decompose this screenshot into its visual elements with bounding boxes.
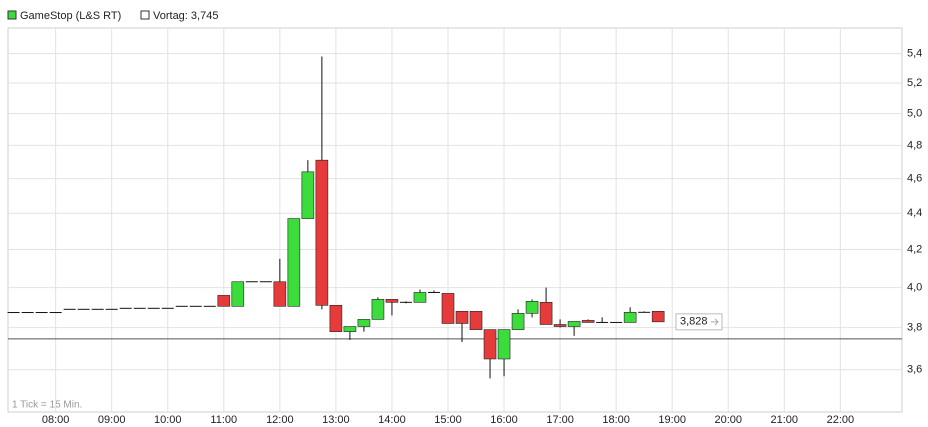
x-tick-label: 20:00 xyxy=(714,414,742,426)
x-tick-label: 19:00 xyxy=(658,414,686,426)
candle-body xyxy=(638,311,651,313)
candle-body xyxy=(469,311,483,330)
candle-body xyxy=(553,324,567,327)
candle-body xyxy=(483,329,497,360)
candle-body xyxy=(581,320,595,323)
candle-body xyxy=(21,312,34,314)
candle-body xyxy=(301,171,315,219)
y-tick-label: 5,0 xyxy=(907,107,922,119)
y-tick-label: 4,2 xyxy=(907,243,922,255)
candle-body xyxy=(119,307,132,309)
x-tick-label: 11:00 xyxy=(210,414,237,426)
candle-body xyxy=(315,159,329,306)
x-tick-label: 16:00 xyxy=(490,414,518,426)
x-tick-label: 13:00 xyxy=(322,414,350,426)
y-tick-label: 4,8 xyxy=(907,139,922,151)
candle-body xyxy=(511,313,525,330)
y-tick-label: 5,4 xyxy=(907,47,922,59)
candle-body xyxy=(63,308,76,310)
y-tick-label: 5,2 xyxy=(907,77,922,89)
candle-body xyxy=(357,319,371,327)
candle-body xyxy=(259,281,272,283)
x-tick-label: 15:00 xyxy=(434,414,462,426)
candle-body xyxy=(399,301,412,303)
candle-body xyxy=(35,312,48,314)
y-tick-label: 4,4 xyxy=(907,207,922,219)
candle-body xyxy=(567,321,581,327)
legend-label: Vortag: 3,745 xyxy=(153,10,218,22)
candle-body xyxy=(175,305,188,307)
candle-body xyxy=(623,312,637,323)
legend-swatch xyxy=(140,10,150,20)
candle-body xyxy=(413,292,427,303)
y-tick-label: 4,0 xyxy=(907,281,922,293)
x-tick-label: 21:00 xyxy=(771,414,799,426)
candle-body xyxy=(441,293,455,324)
x-tick-label: 18:00 xyxy=(602,414,630,426)
legend-label: GameStop (L&S RT) xyxy=(20,10,121,22)
candle-body xyxy=(245,281,258,283)
candle-body xyxy=(539,302,553,325)
legend-swatch xyxy=(7,10,17,20)
candle-body xyxy=(385,299,399,303)
candle-body xyxy=(343,326,357,332)
candle-body xyxy=(217,295,231,307)
candle-body xyxy=(161,307,174,309)
x-tick-label: 12:00 xyxy=(266,414,294,426)
x-tick-label: 10:00 xyxy=(154,414,182,426)
x-tick-label: 22:00 xyxy=(827,414,855,426)
candle-body xyxy=(105,308,118,310)
candle-body xyxy=(329,305,343,332)
candle-body xyxy=(525,301,539,314)
candle-body xyxy=(596,321,609,323)
candle-body xyxy=(610,321,623,323)
candle-body xyxy=(427,291,440,293)
x-tick-label: 17:00 xyxy=(546,414,574,426)
candle-body xyxy=(7,312,20,314)
candle-body xyxy=(77,308,90,310)
y-tick-label: 3,6 xyxy=(907,364,922,376)
x-tick-label: 08:00 xyxy=(42,414,70,426)
tick-note: 1 Tick = 15 Min. xyxy=(12,400,82,411)
y-tick-label: 3,8 xyxy=(907,321,922,333)
candle-body xyxy=(651,311,665,323)
plot-area xyxy=(7,27,903,413)
candle-body xyxy=(231,281,245,307)
candle-body xyxy=(287,218,301,307)
candle-body xyxy=(455,311,469,324)
candle-body xyxy=(133,307,146,309)
candle-body xyxy=(189,305,202,307)
last-price-label: 3,828 xyxy=(680,316,708,328)
candle-body xyxy=(147,307,160,309)
y-tick-label: 4,6 xyxy=(907,172,922,184)
x-tick-label: 14:00 xyxy=(378,414,406,426)
candle-body xyxy=(371,299,385,320)
candle-body xyxy=(497,329,511,360)
last-price-box xyxy=(675,313,723,331)
candle-body xyxy=(203,305,216,307)
candle-body xyxy=(273,281,287,307)
candle-body xyxy=(49,312,62,314)
candle-body xyxy=(91,308,104,310)
last-price-arrow xyxy=(711,318,719,326)
x-tick-label: 09:00 xyxy=(98,414,126,426)
